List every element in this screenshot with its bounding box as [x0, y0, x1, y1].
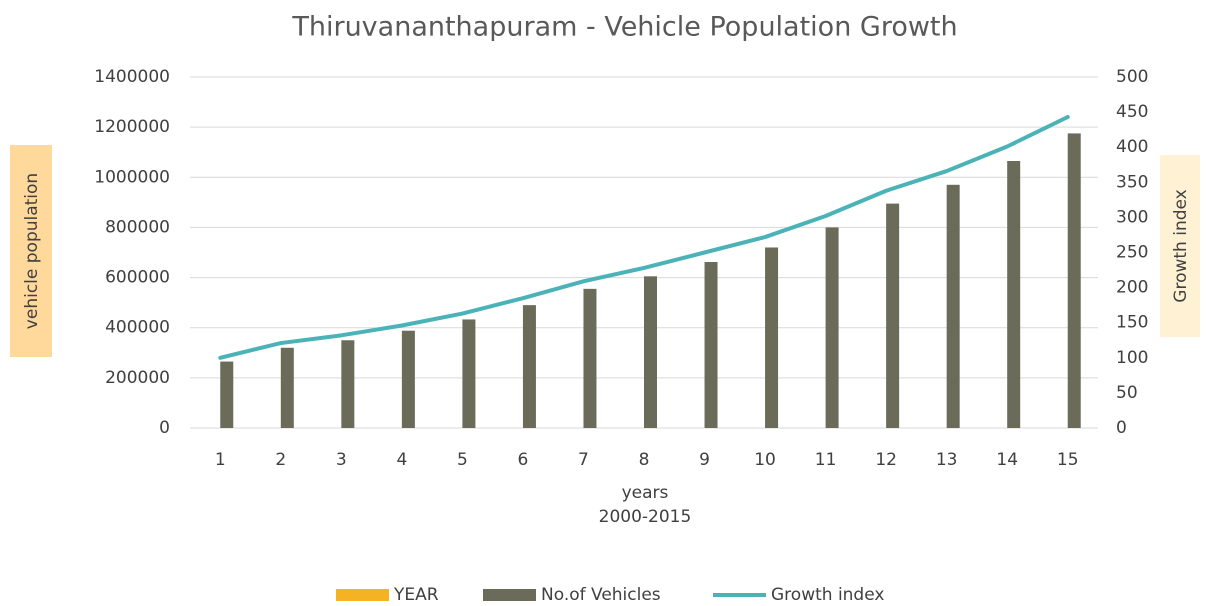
y-tick-label: 1000000 — [94, 167, 170, 187]
y2-tick-label: 0 — [1116, 418, 1127, 438]
x-tick-label: 10 — [754, 450, 776, 470]
x-tick-label: 15 — [1057, 450, 1079, 470]
x-tick-label: 5 — [457, 450, 468, 470]
y-tick-label: 1200000 — [94, 117, 170, 137]
bar — [401, 330, 415, 428]
y-axis-label: vehicle population — [22, 173, 42, 329]
x-tick-label: 12 — [875, 450, 897, 470]
y2-tick-label: 300 — [1116, 207, 1148, 227]
bar — [765, 247, 779, 428]
x-tick-label: 13 — [936, 450, 958, 470]
bar — [462, 319, 476, 428]
x-tick-label: 1 — [215, 450, 226, 470]
bar — [280, 347, 294, 428]
legend-swatch — [336, 589, 389, 601]
y-tick-label: 200000 — [105, 368, 170, 388]
y-tick-label: 1400000 — [94, 67, 170, 87]
y-tick-label: 600000 — [105, 268, 170, 288]
y2-tick-label: 350 — [1116, 172, 1148, 192]
y2-label-box — [1160, 155, 1200, 337]
y2-tick-label: 150 — [1116, 313, 1148, 333]
chart-title: Thiruvananthapuram - Vehicle Population … — [291, 12, 957, 43]
x-tick-label: 14 — [996, 450, 1018, 470]
bar — [522, 305, 536, 428]
x-tick-label: 11 — [815, 450, 837, 470]
bar — [886, 203, 900, 428]
x-tick-label: 9 — [699, 450, 710, 470]
y2-tick-label: 200 — [1116, 278, 1148, 298]
y2-tick-label: 100 — [1116, 348, 1148, 368]
x-tick-label: 7 — [578, 450, 589, 470]
bar — [704, 262, 718, 428]
bar — [220, 361, 234, 428]
y2-tick-label: 400 — [1116, 137, 1148, 157]
line — [218, 115, 1070, 360]
bar — [825, 227, 839, 428]
legend-label: Growth index — [771, 585, 884, 605]
x-tick-label: 8 — [639, 450, 650, 470]
bar — [946, 184, 960, 428]
bar — [583, 288, 597, 428]
x-tick-label: 6 — [518, 450, 529, 470]
x-tick-label: 2 — [275, 450, 286, 470]
y2-tick-label: 50 — [1116, 383, 1138, 403]
bar — [644, 276, 657, 428]
y2-tick-label: 500 — [1116, 67, 1148, 87]
legend-label: No.of Vehicles — [541, 585, 661, 605]
bar — [1067, 133, 1081, 429]
bar — [1007, 160, 1021, 428]
y-tick-label: 0 — [159, 418, 170, 438]
y-label-box — [10, 145, 52, 357]
x-tick-label: 3 — [336, 450, 347, 470]
x-axis-label: years — [622, 483, 669, 503]
legend-swatch — [483, 589, 536, 601]
legend-label: YEAR — [393, 585, 439, 605]
x-axis-label: 2000-2015 — [599, 507, 692, 527]
y-tick-label: 400000 — [105, 318, 170, 338]
bar — [341, 340, 355, 428]
y2-axis-label: Growth index — [1171, 189, 1191, 302]
y2-tick-label: 450 — [1116, 102, 1148, 122]
y2-tick-label: 250 — [1116, 243, 1148, 263]
x-tick-label: 4 — [396, 450, 407, 470]
y-tick-label: 800000 — [105, 217, 170, 237]
